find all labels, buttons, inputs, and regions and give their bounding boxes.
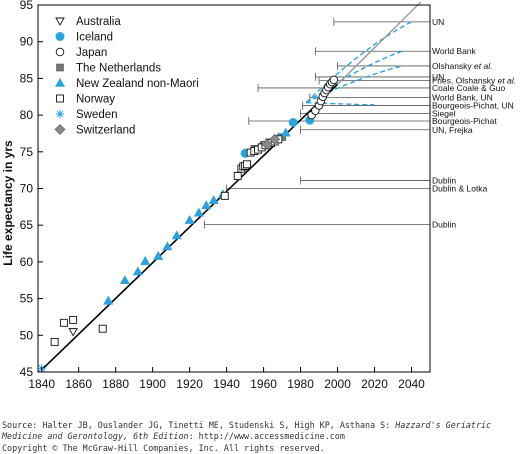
- legend-marker-australia: [55, 17, 65, 26]
- y-tick-label: 70: [20, 182, 34, 196]
- point-iceland: [288, 117, 298, 127]
- source-prefix: Source: Halter JB, Ouslander JG, Tinetti…: [2, 420, 396, 430]
- legend-marker-iceland: [55, 32, 65, 41]
- legend-label-iceland: Iceland: [76, 32, 113, 44]
- legend-marker-japan: [55, 47, 65, 57]
- trend-line: [41, 83, 339, 371]
- y-axis-label: Life expectancy in yrs: [1, 140, 15, 266]
- x-tick-label: 1900: [139, 377, 166, 391]
- legend: Australia Iceland Japan The Netherlands New …: [54, 16, 199, 137]
- trend-lines: [41, 1, 422, 371]
- point-new-zealand-non-maori: [153, 250, 164, 260]
- x-tick-label: 1880: [102, 377, 129, 391]
- projection-curve: [305, 65, 403, 104]
- legend-label-norway: Norway: [76, 94, 115, 106]
- legend-label-switzerland: Switzerland: [76, 125, 135, 137]
- point-new-zealand-non-maori: [140, 256, 151, 265]
- point-norway: [69, 315, 78, 324]
- x-tick-label: 1940: [213, 377, 240, 391]
- point-norway: [98, 324, 107, 333]
- projection-curves: [305, 21, 412, 106]
- annotation-label: Dublin: [432, 175, 456, 185]
- legend-marker-norway: [56, 94, 64, 103]
- point-new-zealand-non-maori: [193, 207, 204, 217]
- annotation-label: Olshansky et al.: [432, 61, 492, 71]
- x-tick-label: 1860: [65, 377, 92, 391]
- legend-label-the-netherlands: The Netherlands: [76, 63, 161, 75]
- projection-curve: [306, 101, 375, 106]
- point-new-zealand-non-maori: [103, 295, 114, 305]
- point-new-zealand-non-maori: [201, 200, 212, 210]
- y-tick-label: 65: [20, 218, 34, 232]
- x-tick-label: 2020: [361, 377, 388, 391]
- point-switzerland: [269, 133, 281, 145]
- source-url: : http://www.accessmedicine.com: [188, 430, 345, 441]
- x-axis-label: yr: [223, 399, 235, 400]
- point-australia: [68, 328, 78, 337]
- point-new-zealand-non-maori: [132, 266, 143, 276]
- projection-curve: [305, 21, 412, 104]
- source-book-title: Hazzard's Geriatric Medicine and Geronto…: [2, 420, 492, 441]
- annotation-label: Dublin & Lotka: [432, 184, 488, 194]
- point-new-zealand-non-maori: [119, 275, 130, 285]
- annotation-lines: [204, 17, 430, 229]
- x-tick-label: 1960: [250, 377, 277, 391]
- legend-label-australia: Australia: [76, 16, 121, 28]
- y-tick-label: 95: [20, 0, 34, 12]
- legend-label-sweden: Sweden: [76, 109, 118, 121]
- x-tick-label: 1980: [287, 377, 314, 391]
- annotation-label: UN, Frejka: [432, 125, 473, 135]
- annotation-label: Fries, Olshansky et al.: [432, 76, 516, 86]
- legend-marker-new-zealand-non-maori: [54, 77, 66, 87]
- point-switzerland: [261, 139, 273, 150]
- axes: 45 50 55 60 65 70 75 80 85 90 95 1840 1860 1880 1900 19…: [20, 0, 431, 391]
- projection-curve: [305, 50, 403, 104]
- source-citation: Source: Halter JB, Ouslander JG, Tinetti…: [2, 420, 517, 441]
- point-new-zealand-non-maori: [208, 195, 219, 205]
- x-tick-label: 2000: [324, 377, 351, 391]
- x-tick-label: 1920: [176, 377, 203, 391]
- point-norway: [220, 191, 229, 200]
- point-new-zealand-non-maori: [280, 127, 291, 137]
- annotation-label: Siegel: [432, 109, 456, 119]
- x-tick-label: 2040: [398, 377, 425, 391]
- life-expectancy-chart: 45 50 55 60 65 70 75 80 85 90 95 1840 1860 1880 1900 19…: [1, 0, 516, 400]
- annotation-label: UN: [432, 17, 444, 27]
- annotation-label: Bourgeois-Pichat, UN: [432, 101, 514, 111]
- x-tick-label: 1840: [28, 377, 55, 391]
- annotation-label: Bourgeois-Pichat: [432, 116, 497, 126]
- annotation-label: UN: [432, 72, 444, 82]
- y-tick-label: 85: [20, 71, 34, 85]
- annotation-label: World Bank, UN: [432, 92, 493, 102]
- trend-extension-line: [337, 1, 422, 85]
- y-tick-label: 55: [20, 292, 34, 306]
- legend-marker-switzerland: [54, 124, 66, 135]
- y-tick-label: 45: [20, 365, 34, 379]
- y-tick-label: 60: [20, 255, 34, 269]
- point-norway: [233, 172, 242, 180]
- legend-marker-the-netherlands: [56, 63, 64, 72]
- annotation-label: Dublin: [432, 219, 456, 229]
- annotation-label: World Bank: [432, 46, 477, 56]
- point-new-zealand-non-maori: [162, 241, 173, 251]
- y-tick-label: 80: [20, 108, 34, 122]
- point-norway: [59, 318, 68, 327]
- legend-marker-sweden: [56, 110, 64, 118]
- legend-label-new-zealand-non-maori: New Zealand non-Maori: [76, 78, 199, 90]
- data-points: [37, 75, 339, 373]
- y-tick-label: 90: [20, 35, 34, 49]
- legend-label-japan: Japan: [76, 47, 107, 59]
- annotation-label: Coale Coale & Guo: [432, 83, 506, 93]
- copyright-text: Copyright © The McGraw-Hill Companies, I…: [2, 443, 325, 453]
- point-japan: [329, 75, 339, 85]
- y-tick-label: 75: [20, 145, 34, 159]
- copyright-notice: Copyright © The McGraw-Hill Companies, I…: [2, 443, 325, 453]
- point-new-zealand-non-maori: [171, 230, 182, 240]
- point-new-zealand-non-maori: [184, 214, 195, 224]
- point-norway: [50, 337, 59, 346]
- asterisk-stroke: [56, 110, 64, 118]
- y-tick-label: 50: [20, 328, 34, 342]
- point-norway: [242, 160, 251, 169]
